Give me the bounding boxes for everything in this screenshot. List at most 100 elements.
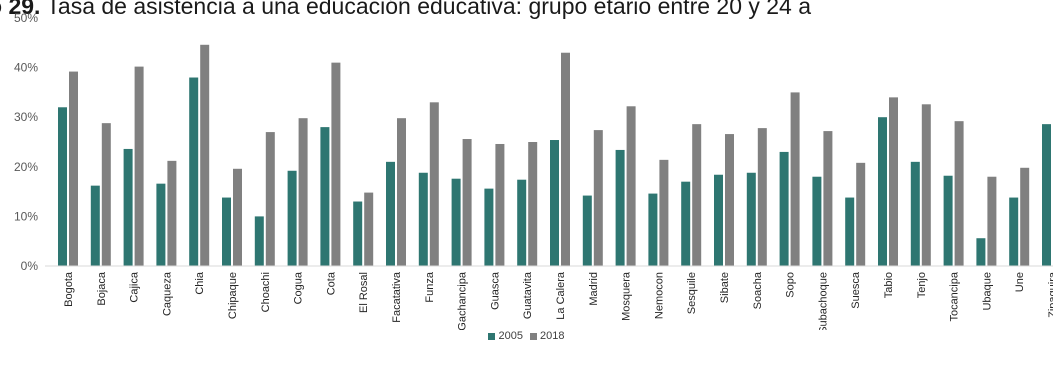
bar-2018 xyxy=(429,102,439,266)
bar-2018 xyxy=(921,104,931,266)
x-tick-label: Bogota xyxy=(63,271,75,307)
x-tick-label: Nemocon xyxy=(653,272,665,319)
bar-2005 xyxy=(484,188,494,266)
x-tick-label: Choachi xyxy=(260,272,272,312)
x-tick-label: Soacha xyxy=(752,271,764,309)
bars xyxy=(58,44,1051,267)
x-tick-label: Facatativa xyxy=(391,271,403,323)
x-tick-label: Cajica xyxy=(129,271,141,302)
x-axis-labels: Bogota Bojaca Cajica Caqueza Chia Chipaque Cho… xyxy=(63,271,1053,330)
bar-2005 xyxy=(615,149,625,266)
x-tick-label: Chipaque xyxy=(227,272,239,319)
x-tick-label: Cogua xyxy=(293,271,305,304)
bar-2005 xyxy=(418,172,428,266)
bar-2018 xyxy=(626,106,636,267)
bar-2018 xyxy=(134,66,144,266)
bar-2005 xyxy=(156,183,166,266)
legend-label-2005: 2005 xyxy=(498,330,523,342)
bar-2005 xyxy=(550,140,559,266)
bar-2018 xyxy=(757,128,767,266)
bar-2005 xyxy=(287,170,297,266)
x-tick-label: Guasca xyxy=(489,271,501,310)
x-tick-label: Bojaca xyxy=(96,271,108,306)
chart-title-prefix: o 29. xyxy=(0,0,41,19)
x-tick-label: Guatavita xyxy=(522,271,534,319)
bar-2018 xyxy=(823,131,833,266)
x-tick-label: Tocancipa xyxy=(949,271,961,321)
x-tick-label: Ubaque xyxy=(981,272,993,311)
bar-2018 xyxy=(889,97,898,266)
bar-2018 xyxy=(69,71,78,267)
bar-2005 xyxy=(910,161,920,266)
x-tick-label: Cota xyxy=(325,271,337,295)
bar-2018 xyxy=(692,124,702,266)
bar-2018 xyxy=(265,132,275,266)
bar-2005 xyxy=(1009,197,1019,266)
bar-2005 xyxy=(943,175,953,266)
bar-2005 xyxy=(517,179,527,266)
bar-2005 xyxy=(1042,124,1051,266)
bar-2005 xyxy=(189,77,199,267)
y-axis: 0% 10% 20% 30% 40% 50% xyxy=(14,11,38,273)
bar-2005 xyxy=(90,185,100,266)
bar-2018 xyxy=(331,62,341,266)
bar-2018 xyxy=(528,142,538,266)
bar-2018 xyxy=(561,52,570,266)
x-tick-label: La Calera xyxy=(555,271,567,320)
x-tick-label: Sesquile xyxy=(686,272,698,314)
y-tick-label: 0% xyxy=(21,259,39,273)
bar-2005 xyxy=(451,178,461,266)
bar-2005 xyxy=(254,216,264,266)
bar-2018 xyxy=(167,160,177,266)
bar-2005 xyxy=(123,148,133,266)
bar-2018 xyxy=(397,118,406,266)
bar-2005 xyxy=(681,181,691,266)
bar-2018 xyxy=(659,159,669,266)
bar-2005 xyxy=(353,201,363,266)
bar-2005 xyxy=(582,195,592,266)
x-tick-label: Une xyxy=(1014,272,1026,292)
bar-2018 xyxy=(495,143,505,266)
x-tick-label: Caqueza xyxy=(161,271,173,316)
y-tick-label: 50% xyxy=(14,11,38,25)
y-tick-label: 10% xyxy=(14,209,38,223)
bar-2018 xyxy=(954,121,964,266)
bar-2018 xyxy=(298,118,308,266)
legend-swatch-2018 xyxy=(530,332,538,340)
y-tick-label: 40% xyxy=(14,61,38,75)
y-tick-label: 20% xyxy=(14,160,38,174)
x-tick-label: Tenjo xyxy=(916,272,928,298)
legend: 2005 2018 xyxy=(0,330,1053,343)
x-tick-label: Madrid xyxy=(588,272,600,306)
x-tick-label: Zipaquira xyxy=(1047,271,1053,318)
x-tick-label: Chia xyxy=(194,271,206,295)
chart-title-text: Tasa de asistencia a una educación educa… xyxy=(46,0,812,19)
bar-2005 xyxy=(714,174,723,266)
legend-swatch-2005 xyxy=(488,332,496,340)
bar-2018 xyxy=(987,176,997,266)
bar-2005 xyxy=(58,107,67,266)
bar-2005 xyxy=(779,151,789,266)
x-tick-label: El Rosal xyxy=(358,272,370,313)
bar-2018 xyxy=(200,44,210,267)
bar-2005 xyxy=(878,117,887,266)
bar-2005 xyxy=(386,161,395,266)
bar-2018 xyxy=(725,134,734,266)
bar-2018 xyxy=(233,168,242,266)
legend-item-2018: 2018 xyxy=(530,330,565,342)
x-tick-label: Subachoque xyxy=(817,272,829,330)
bar-2018 xyxy=(856,162,866,266)
bar-2005 xyxy=(648,193,658,266)
y-tick-label: 30% xyxy=(14,110,38,124)
bar-2005 xyxy=(222,197,231,266)
bar-2005 xyxy=(320,127,330,267)
x-tick-label: Suesca xyxy=(850,271,862,309)
bar-chart: 0% 10% 20% 30% 40% 50% Bogota Bojaca Cajica Caqu… xyxy=(14,11,1053,330)
bar-2005 xyxy=(976,238,986,266)
chart-title: o 29. Tasa de asistencia a una educación… xyxy=(0,0,811,19)
bar-2018 xyxy=(462,139,472,266)
bar-2005 xyxy=(746,172,756,266)
x-tick-label: Sopo xyxy=(785,272,797,298)
bar-2005 xyxy=(812,176,822,266)
legend-item-2005: 2005 xyxy=(488,330,523,342)
